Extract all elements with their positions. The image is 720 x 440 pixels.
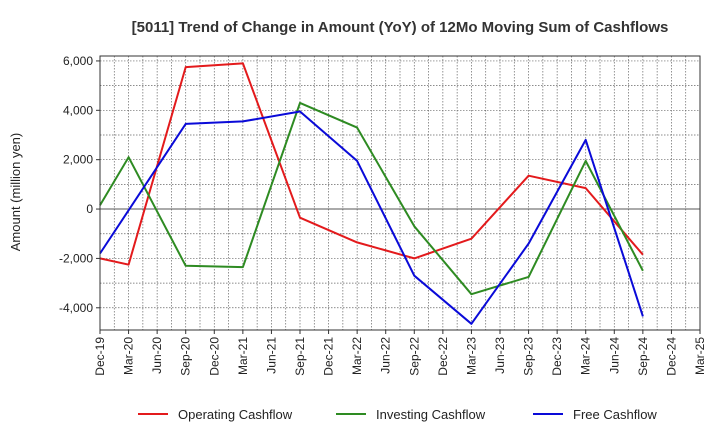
x-tick-label: Sep-22 (407, 337, 421, 376)
x-tick-label: Mar-20 (122, 337, 136, 375)
x-tick-label: Jun-20 (150, 337, 164, 374)
x-tick-label: Mar-24 (579, 337, 593, 375)
x-tick-label: Jun-23 (493, 337, 507, 374)
series-line-free-cashflow (99, 110, 644, 325)
y-axis-label: Amount (million yen) (8, 133, 23, 252)
x-tick-label: Dec-23 (550, 337, 564, 376)
x-tick-label: Sep-23 (522, 337, 536, 376)
x-tick-label: Mar-21 (236, 337, 250, 375)
chart-title: [5011] Trend of Change in Amount (YoY) o… (132, 19, 669, 36)
y-tick-labels: -4,000 -2,000 0 2,000 4,000 6,000 (59, 54, 100, 315)
y-tick-label: 4,000 (63, 103, 93, 117)
legend-label-free-cashflow: Free Cashflow (573, 407, 657, 422)
legend: Operating Cashflow Investing Cashflow Free… (138, 407, 657, 422)
x-tick-label: Mar-25 (693, 337, 707, 375)
series-layer (99, 62, 644, 325)
y-tick-label: -2,000 (59, 251, 93, 265)
x-tick-label: Jun-24 (607, 337, 621, 374)
legend-label-operating-cashflow: Operating Cashflow (178, 407, 293, 422)
x-tick-label: Dec-19 (93, 337, 107, 376)
x-tick-label: Dec-21 (322, 337, 336, 376)
x-tick-label: Jun-22 (379, 337, 393, 374)
plot-frame (99, 55, 701, 331)
series-line-operating-cashflow (99, 62, 644, 266)
y-tick-label: 6,000 (63, 54, 93, 68)
x-tick-label: Dec-24 (664, 337, 678, 376)
y-tick-label: 0 (86, 202, 93, 216)
x-tick-label: Dec-20 (207, 337, 221, 376)
legend-label-investing-cashflow: Investing Cashflow (376, 407, 486, 422)
x-tick-label: Jun-21 (264, 337, 278, 374)
x-tick-label: Sep-24 (636, 337, 650, 376)
x-tick-label: Mar-22 (350, 337, 364, 375)
x-tick-label: Dec-22 (436, 337, 450, 376)
x-tick-label: Sep-20 (179, 337, 193, 376)
series-line-investing-cashflow (99, 101, 644, 296)
y-tick-label: -4,000 (59, 301, 93, 315)
y-tick-label: 2,000 (63, 153, 93, 167)
x-tick-label: Sep-21 (293, 337, 307, 376)
grid-layer (99, 56, 701, 330)
x-tick-label: Mar-23 (464, 337, 478, 375)
x-tick-labels: Dec-19 Mar-20 Jun-20 Sep-20 Dec-20 Mar-21 Jun-… (93, 330, 707, 376)
